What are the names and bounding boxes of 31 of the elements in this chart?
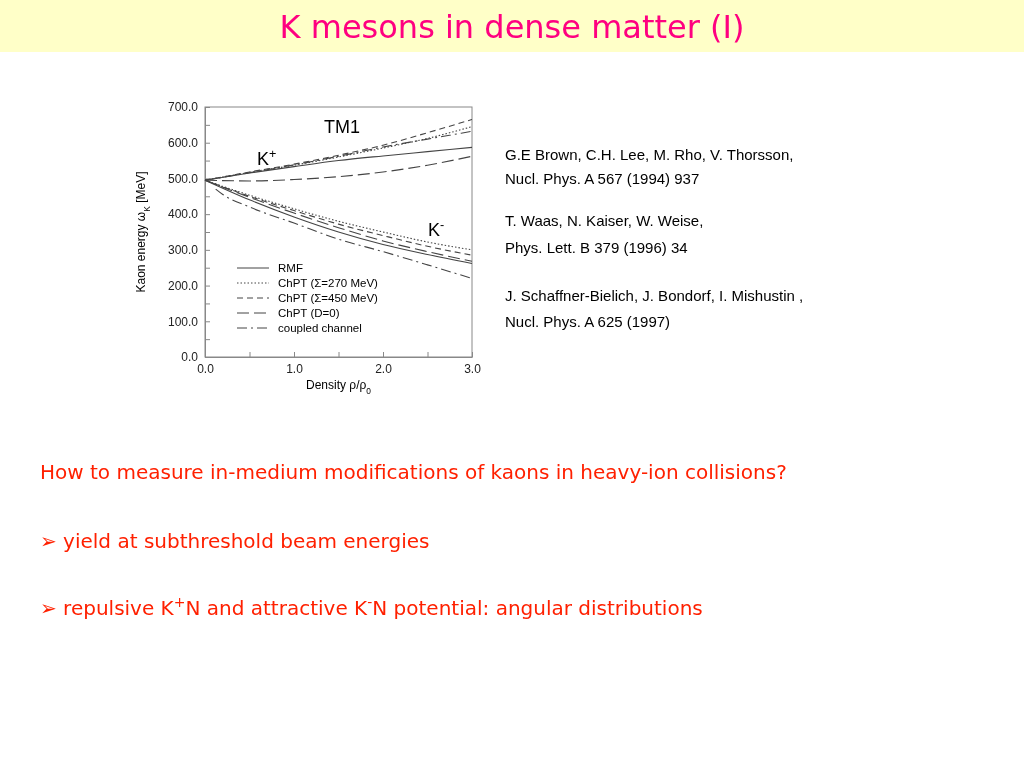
- x-tick-label: 3.0: [464, 361, 482, 376]
- text: ➢ repulsive K$^{+}$N and attractive K$^{-}$N potential: angular distributions: [40, 594, 703, 620]
- text: J. Schaffner-Bielich, J. Bondorf, I. Mishustin ,: [505, 287, 804, 304]
- text: How to measure in-medium modifications of kaons in heavy-ion collisions?: [40, 460, 787, 484]
- x-tick-label: 1.0: [286, 361, 304, 376]
- text: G.E Brown, C.H. Lee, M. Rho, V. Thorsson,: [505, 146, 794, 163]
- y-tick-label: 700.0: [167, 100, 199, 115]
- legend-label: ChPT (D=0): [278, 307, 340, 319]
- y-tick-label: 400.0: [167, 207, 199, 222]
- chart-title: K mesons in dense matter (I): [279, 8, 745, 46]
- legend-label: coupled channel: [278, 322, 362, 334]
- text: Phys. Lett. B 379 (1996) 34: [505, 239, 688, 256]
- x-tick-label: 2.0: [375, 361, 393, 376]
- y-tick-label: 100.0: [167, 314, 199, 329]
- text: Nucl. Phys. A 567 (1994) 937: [505, 170, 700, 187]
- annotation: TM1: [324, 117, 360, 137]
- annotation: K$^{-}$: [428, 218, 445, 240]
- legend-label: ChPT (Σ=450 MeV): [278, 292, 379, 304]
- text: Nucl. Phys. A 625 (1997): [505, 313, 671, 330]
- legend-label: ChPT (Σ=270 MeV): [278, 277, 379, 289]
- y-tick-label: 300.0: [167, 243, 199, 258]
- x-axis-title: Density ρ/ρ$_{0}$: [305, 378, 372, 396]
- y-tick-label: 500.0: [167, 171, 199, 186]
- y-tick-label: 200.0: [167, 278, 199, 293]
- x-tick-label: 0.0: [197, 361, 215, 376]
- legend-label: RMF: [278, 262, 303, 274]
- annotation: K$^{+}$: [257, 147, 277, 169]
- text: T. Waas, N. Kaiser, W. Weise,: [505, 212, 704, 229]
- y-tick-label: 600.0: [167, 136, 199, 151]
- y-tick-label: 0.0: [181, 350, 199, 365]
- text: ➢ yield at subthreshold beam energies: [40, 529, 430, 553]
